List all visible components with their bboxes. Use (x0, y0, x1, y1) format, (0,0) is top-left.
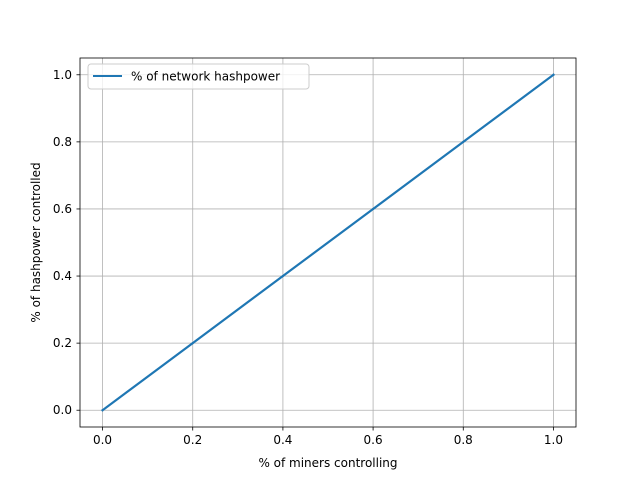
data-point (101, 409, 104, 412)
data-point (281, 274, 285, 278)
y-tick-label: 0.2 (53, 336, 72, 350)
data-point (552, 73, 555, 76)
x-tick-label: 0.8 (454, 433, 473, 447)
x-tick-label: 1.0 (544, 433, 563, 447)
x-axis: 0.0 0.2 0.4 0.6 0.8 1.0 (93, 427, 563, 447)
legend-label: % of network hashpower (131, 70, 280, 84)
x-tick-label: 0.2 (183, 433, 202, 447)
y-tick-label: 1.0 (53, 68, 72, 82)
y-tick-label: 0.4 (53, 269, 72, 283)
x-tick-label: 0.6 (364, 433, 383, 447)
y-tick-label: 0.0 (53, 403, 72, 417)
plot-frame (79, 57, 577, 428)
y-axis: 0.0 0.2 0.4 0.6 0.8 1.0 (53, 68, 80, 417)
data-point (371, 207, 375, 211)
y-tick-label: 0.8 (53, 135, 72, 149)
x-tick-label: 0.4 (273, 433, 292, 447)
x-axis-label: % of miners controlling (258, 456, 397, 470)
legend: % of network hashpower (87, 63, 310, 90)
legend-box (87, 63, 310, 90)
y-tick-label: 0.6 (53, 202, 72, 216)
y-axis-label: % of hashpower controlled (29, 162, 43, 322)
series-line (101, 73, 555, 412)
data-point (462, 140, 465, 143)
grid (80, 58, 576, 427)
data-point (191, 342, 194, 345)
x-tick-label: 0.0 (93, 433, 112, 447)
series-layer (101, 73, 555, 412)
